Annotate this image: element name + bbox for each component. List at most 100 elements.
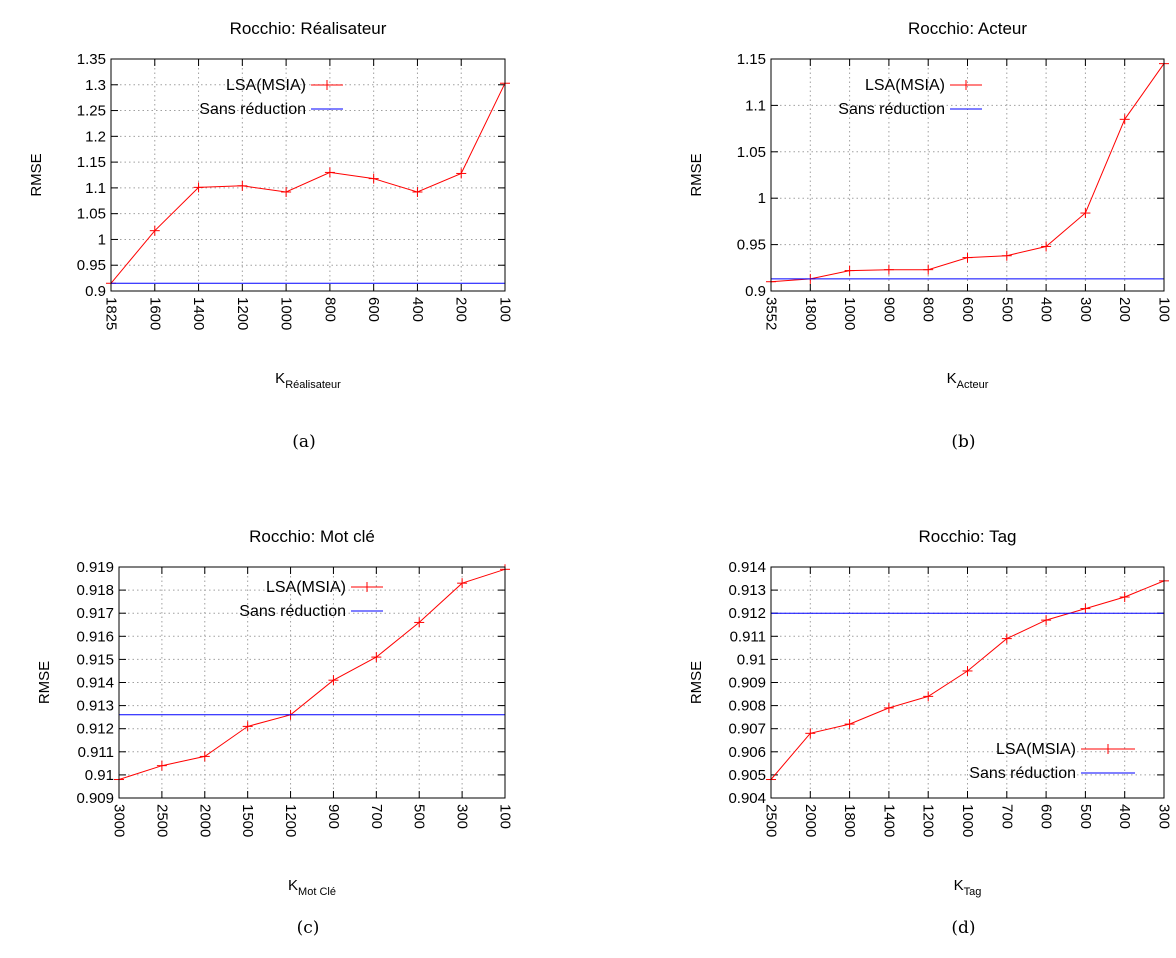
y-tick-label: 0.904: [728, 790, 766, 807]
plot-border: [118, 566, 506, 799]
x-tick-label: 1500: [239, 804, 256, 837]
y-axis-label: RMSE: [688, 153, 705, 196]
y-tick-label: 0.918: [76, 582, 114, 599]
y-tick-label: 1: [758, 190, 766, 207]
y-axis-label: RMSE: [688, 661, 705, 704]
data-point: [193, 182, 204, 193]
grid: [111, 59, 505, 291]
y-tick-label: 0.9: [85, 283, 106, 300]
x-tick-label: 100: [497, 804, 514, 829]
data-point: [457, 578, 468, 589]
y-tick-label: 0.905: [728, 767, 766, 784]
data-point: [414, 617, 425, 628]
series-line: [110, 82, 506, 284]
data-point: [242, 721, 253, 732]
y-tick-label: 0.915: [76, 651, 114, 668]
data-point: [844, 265, 855, 276]
y-tick-label: 0.908: [728, 698, 766, 715]
y-tick-label: 0.91: [85, 767, 114, 784]
data-point: [962, 665, 973, 676]
y-tick-label: 0.913: [76, 698, 114, 715]
x-tick-label: 200: [453, 297, 470, 322]
x-axis-label: KTag: [954, 877, 982, 898]
data-point: [237, 180, 248, 191]
legend-label: LSA(MSIA): [226, 77, 306, 94]
x-tick-label: 2500: [763, 804, 780, 837]
data-point: [412, 187, 423, 198]
y-tick-label: 1: [98, 231, 106, 248]
y-tick-label: 0.95: [737, 237, 766, 254]
data-point: [1080, 208, 1091, 219]
data-point: [324, 167, 335, 178]
subfigure-caption: (a): [292, 432, 315, 452]
y-tick-label: 0.91: [737, 651, 766, 668]
legend: LSA(MSIA) Sans réduction: [838, 77, 982, 118]
chart-a: 0.9 0.95 1 1.05 1.1 1.15 1.2 1.25 1.3 1.35 1825 160…: [28, 19, 514, 452]
chart-b: 0.9 0.95 1 1.05 1.1 1.15 3552 1800 1000 900 800 600…: [688, 19, 1173, 452]
x-tick-label: 1800: [802, 297, 819, 330]
x-tick-label: 3552: [763, 297, 780, 330]
legend-label: Sans réduction: [199, 101, 306, 118]
x-tick-label: 300: [1156, 804, 1173, 829]
data-point: [923, 264, 934, 275]
x-tick-label: 900: [880, 297, 897, 322]
plot-border: [110, 58, 506, 292]
series-lsa-msia: [106, 78, 510, 289]
data-point: [1119, 114, 1130, 125]
x-tick-label: 3000: [111, 804, 128, 837]
x-tick-label: 800: [321, 297, 338, 322]
x-tick-label: 1200: [920, 804, 937, 837]
y-tick-label: 0.907: [728, 721, 766, 738]
subfigure-caption: (b): [951, 432, 975, 452]
x-tick-label: 400: [1116, 804, 1133, 829]
chart-c: 0.909 0.91 0.911 0.912 0.913 0.914 0.915 0.916 0…: [36, 527, 514, 938]
y-tick-label: 0.914: [76, 675, 114, 692]
y-tick-label: 1.05: [77, 206, 106, 223]
data-point: [156, 760, 167, 771]
y-tick-label: 1.25: [77, 103, 106, 120]
chart-title: Rocchio: Réalisateur: [230, 19, 387, 38]
legend-label: Sans réduction: [969, 765, 1076, 782]
x-tick-label: 500: [1077, 804, 1094, 829]
y-tick-label: 0.919: [76, 559, 114, 576]
legend-label: LSA(MSIA): [266, 579, 346, 596]
x-axis-label: KMot Clé: [288, 877, 336, 898]
y-tick-label: 0.909: [728, 675, 766, 692]
x-tick-label: 1400: [880, 804, 897, 837]
plot-border: [770, 58, 1165, 292]
y-tick-label: 0.913: [728, 582, 766, 599]
x-tick-label: 900: [325, 804, 342, 829]
data-point: [883, 702, 894, 713]
chart-title: Rocchio: Mot clé: [249, 527, 375, 546]
data-point: [1041, 615, 1052, 626]
x-tick-label: 600: [959, 297, 976, 322]
y-tick-label: 0.909: [76, 790, 114, 807]
data-point: [281, 187, 292, 198]
x-tick-label: 1000: [841, 297, 858, 330]
grid: [119, 567, 505, 798]
y-tick-label: 0.916: [76, 628, 114, 645]
x-tick-label: 2000: [196, 804, 213, 837]
x-tick-label: 1000: [959, 804, 976, 837]
data-point: [883, 264, 894, 275]
x-tick-label: 1825: [103, 297, 120, 330]
legend: LSA(MSIA) Sans réduction: [969, 741, 1135, 782]
x-tick-label: 1000: [278, 297, 295, 330]
x-tick-label: 500: [998, 297, 1015, 322]
plot-border: [770, 566, 1165, 799]
x-tick-label: 500: [411, 804, 428, 829]
x-tick-label: 100: [497, 297, 514, 322]
data-point: [1001, 633, 1012, 644]
x-tick-label: 800: [920, 297, 937, 322]
x-tick-label: 600: [1038, 804, 1055, 829]
data-point: [328, 675, 339, 686]
x-tick-label: 700: [368, 804, 385, 829]
data-point: [368, 173, 379, 184]
y-tick-label: 0.906: [728, 744, 766, 761]
y-tick-label: 1.1: [745, 97, 766, 114]
y-tick-label: 0.911: [730, 628, 766, 645]
x-tick-label: 1200: [234, 297, 251, 330]
legend-label: Sans réduction: [838, 101, 945, 118]
y-tick-label: 0.95: [77, 257, 106, 274]
